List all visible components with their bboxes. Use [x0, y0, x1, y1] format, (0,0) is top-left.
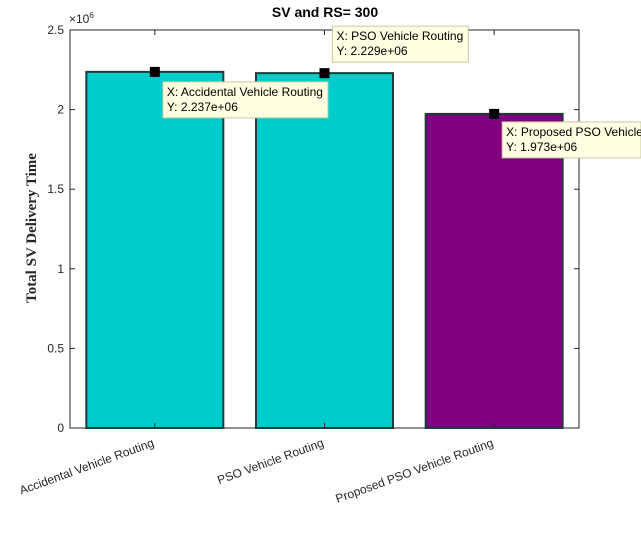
y-tick-label: 1: [57, 262, 64, 276]
y-tick-label: 0: [57, 421, 64, 435]
y-tick-label: 2: [57, 103, 64, 117]
datatip-marker[interactable]: [489, 108, 500, 119]
y-axis-label: Total SV Delivery Time: [24, 153, 40, 303]
datatip-box: [162, 81, 329, 119]
datatip-x-text: X: PSO Vehicle Routing: [337, 29, 464, 43]
datatip-x-text: X: Proposed PSO Vehicle Routing: [506, 125, 641, 139]
datatip-y-text: Y: 1.973e+06: [506, 140, 577, 154]
datatip-x-text: X: Accidental Vehicle Routing: [167, 85, 323, 99]
bar-2[interactable]: [255, 72, 394, 430]
datatip-box: [501, 121, 641, 159]
y-exponent-label: ×106: [69, 11, 94, 26]
bar-1[interactable]: [85, 70, 225, 429]
x-tick-label: Accidental Vehicle Routing: [18, 436, 156, 498]
bar-3[interactable]: [424, 112, 564, 429]
y-tick-label: 0.5: [47, 341, 64, 355]
y-tick-label: 2.5: [47, 23, 64, 37]
datatip-box: [332, 25, 469, 63]
datatip-marker[interactable]: [149, 66, 160, 77]
datatip-y-text: Y: 2.237e+06: [167, 100, 238, 114]
y-exponent-base: ×10: [69, 12, 90, 26]
datatip-y-text: Y: 2.229e+06: [337, 44, 408, 58]
x-tick-label: Proposed PSO Vehicle Routing: [334, 436, 496, 506]
datatip-marker[interactable]: [319, 68, 330, 79]
chart-title: SV and RS= 300: [272, 4, 378, 20]
y-exponent-power: 6: [89, 11, 94, 20]
x-tick-label: PSO Vehicle Routing: [215, 436, 325, 487]
svg-text:×106: ×106: [69, 11, 94, 26]
y-tick-label: 1.5: [47, 182, 64, 196]
